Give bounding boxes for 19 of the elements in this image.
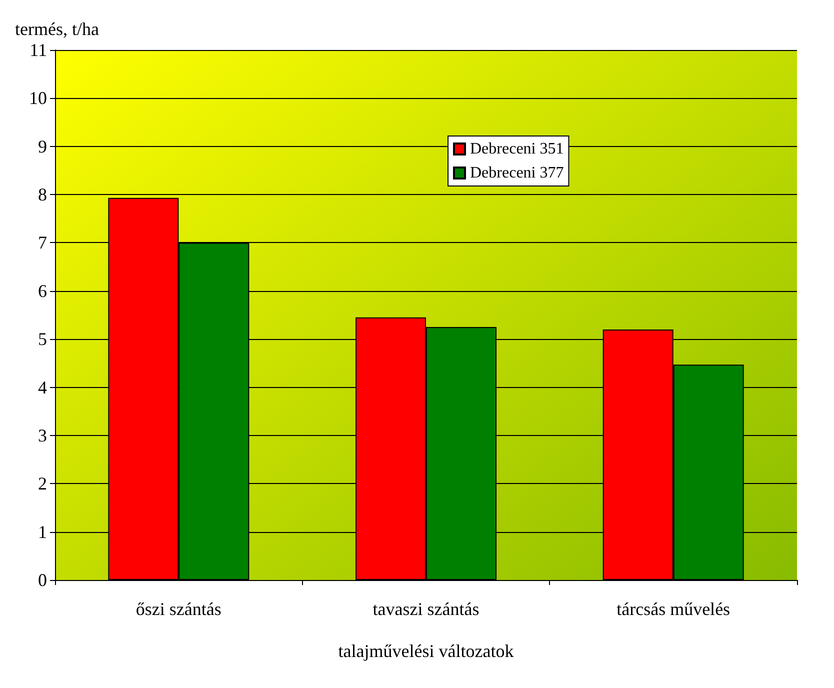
y-tick-label: 2 xyxy=(38,474,47,494)
y-tick-label: 5 xyxy=(38,329,47,350)
x-tick-label: őszi szántás xyxy=(136,599,222,619)
y-axis-title: termés, t/ha xyxy=(15,19,99,39)
y-tick-label: 0 xyxy=(38,570,47,590)
y-tick-label: 8 xyxy=(38,184,47,205)
y-tick-label: 9 xyxy=(38,136,47,156)
legend-label: Debreceni 377 xyxy=(470,164,564,182)
y-tick-label: 6 xyxy=(38,280,47,301)
y-tick-label: 4 xyxy=(38,377,47,398)
x-axis-title: talajművelési változatok xyxy=(338,641,514,661)
legend-label: Debreceni 351 xyxy=(470,140,564,158)
y-tick-label: 1 xyxy=(38,522,47,542)
y-tick-label: 7 xyxy=(38,232,47,253)
y-tick-label: 10 xyxy=(29,88,47,108)
x-tick-label: tavaszi szántás xyxy=(372,599,480,619)
y-tick-label: 11 xyxy=(30,40,47,60)
y-tick-label: 3 xyxy=(38,425,47,446)
x-tick-label: tárcsás művelés xyxy=(616,599,730,619)
